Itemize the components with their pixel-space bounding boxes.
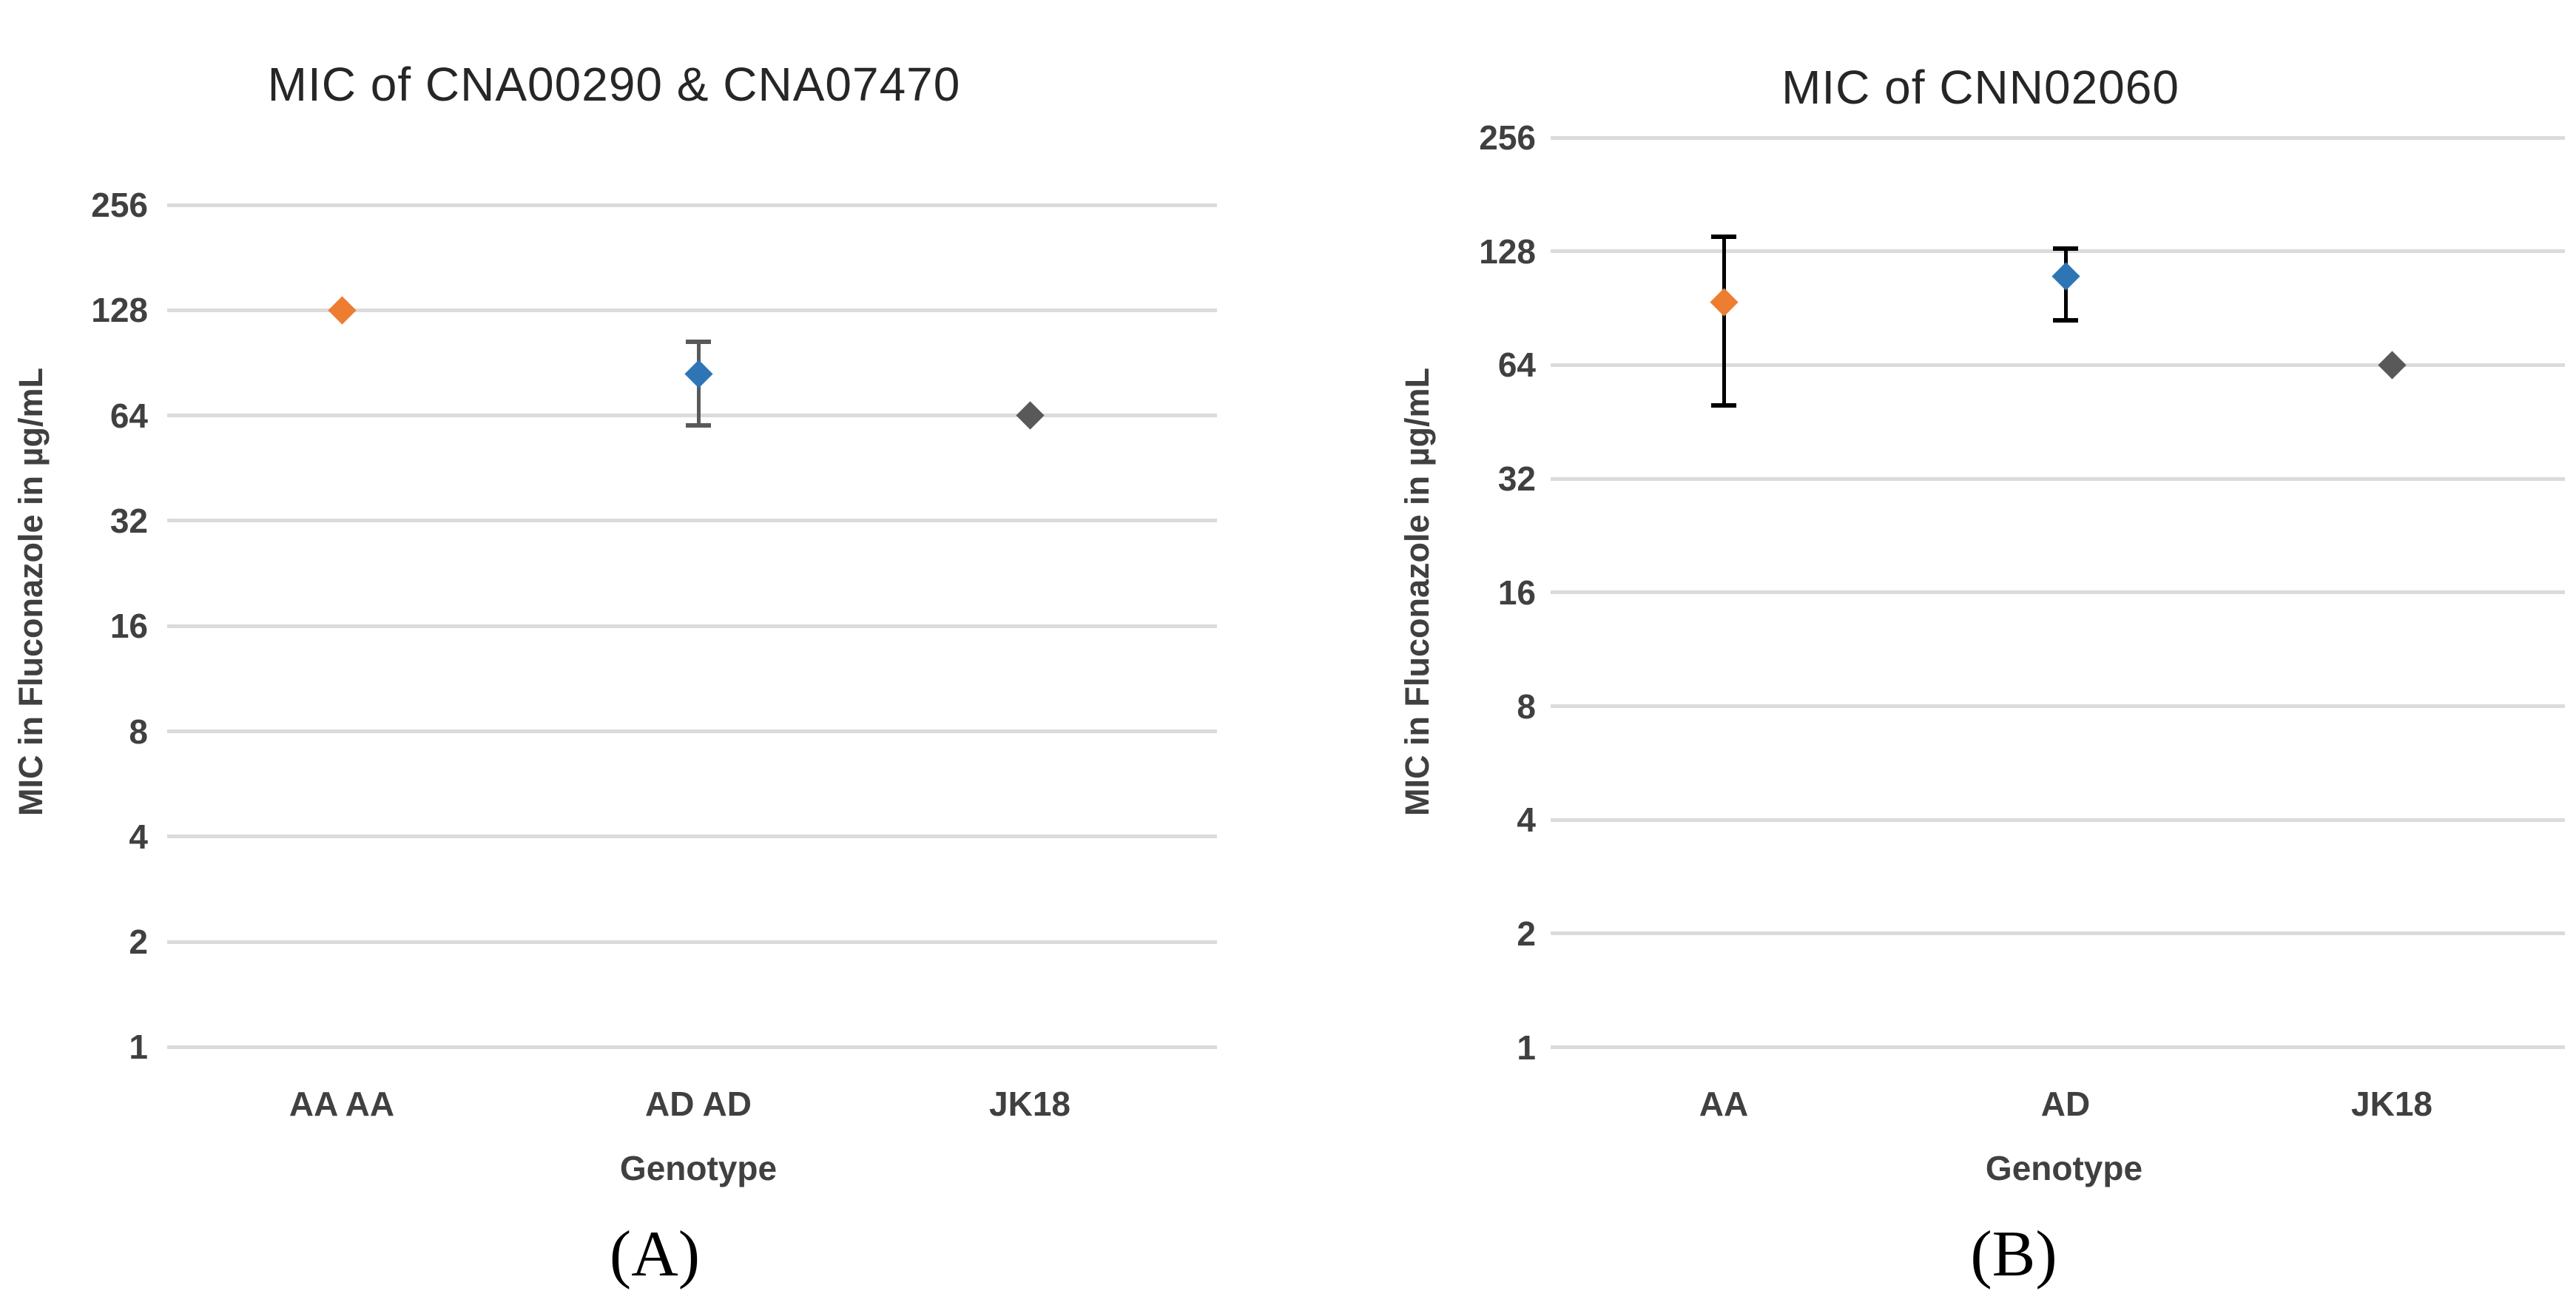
- error-bar-cap: [1711, 234, 1736, 239]
- y-tick-label: 128: [1479, 232, 1536, 271]
- gridline: [167, 1045, 1217, 1049]
- y-tick-label: 256: [1479, 118, 1536, 157]
- x-tick-label: JK18: [2351, 1085, 2432, 1123]
- gridline: [167, 940, 1217, 944]
- data-point-marker: [1709, 288, 1739, 317]
- data-point-marker: [2377, 351, 2407, 380]
- y-tick-label: 16: [1497, 573, 1536, 612]
- gridline: [1551, 249, 2565, 254]
- y-tick-label: 256: [91, 186, 148, 224]
- gridline: [167, 835, 1217, 839]
- y-tick-label: 4: [129, 817, 148, 856]
- gridline: [1551, 590, 2565, 595]
- x-axis-title-b: Genotype: [1985, 1149, 2143, 1187]
- error-bar-cap: [686, 339, 711, 344]
- panel-b: MIC of CNN02060 MIC in Fluconazole in µg…: [1288, 0, 2576, 1308]
- gridline: [167, 729, 1217, 733]
- x-tick-label: AA: [1699, 1085, 1749, 1123]
- data-point-marker: [327, 296, 357, 325]
- gridline: [1551, 1045, 2565, 1050]
- gridline: [167, 414, 1217, 418]
- data-point-marker: [1015, 401, 1045, 430]
- y-tick-label: 8: [1517, 687, 1536, 726]
- y-tick-label: 16: [109, 607, 148, 646]
- gridline: [1551, 704, 2565, 708]
- x-axis-title-a: Genotype: [619, 1149, 778, 1187]
- gridline: [167, 519, 1217, 523]
- y-tick-label: 4: [1517, 800, 1536, 840]
- chart-title-a: MIC of CNA00290 & CNA07470: [267, 58, 961, 112]
- panel-label-a: (A): [609, 1218, 701, 1290]
- y-tick-label: 2: [1517, 914, 1536, 953]
- chart-title-b: MIC of CNN02060: [1781, 61, 2179, 115]
- y-tick-label: 2: [129, 923, 148, 962]
- gridline: [167, 624, 1217, 628]
- error-bar-line: [1722, 236, 1726, 406]
- plot-area-a: 256 128 64 32 16 8 4 2 1 AA AA AD AD JK18: [91, 186, 1217, 1123]
- error-bar-cap: [2053, 246, 2078, 252]
- gridline: [1551, 818, 2565, 822]
- x-tick-label: AD: [2040, 1085, 2091, 1123]
- gridline: [1551, 931, 2565, 936]
- error-bar-cap: [686, 422, 711, 428]
- y-tick-label: 32: [109, 501, 148, 540]
- y-tick-label: 32: [1497, 459, 1536, 499]
- error-bar-cap: [1711, 403, 1736, 408]
- plot-area-b: 256 128 64 32 16 8 4 2 1 AA AD JK18: [1288, 0, 2576, 1308]
- y-tick-label: 128: [91, 291, 148, 330]
- gridline: [167, 308, 1217, 312]
- error-bar-cap: [2053, 318, 2078, 323]
- x-tick-label: JK18: [989, 1085, 1070, 1123]
- gridline: [1551, 135, 2565, 140]
- gridline: [1551, 476, 2565, 481]
- data-point-marker: [684, 360, 713, 388]
- y-tick-label: 8: [129, 712, 148, 751]
- gridline: [167, 203, 1217, 207]
- x-tick-label: AA AA: [289, 1085, 395, 1123]
- y-tick-label: 1: [129, 1028, 148, 1067]
- y-tick-label: 64: [1497, 345, 1536, 385]
- gridline: [1551, 363, 2565, 367]
- data-point-marker: [2051, 262, 2080, 291]
- panel-a: MIC of CNA00290 & CNA07470 MIC in Flucon…: [12, 58, 1217, 1290]
- y-tick-label: 1: [1517, 1028, 1536, 1067]
- panel-label-b: (B): [1970, 1218, 2057, 1290]
- y-tick-label: 64: [109, 396, 148, 435]
- x-tick-label: AD AD: [645, 1085, 752, 1123]
